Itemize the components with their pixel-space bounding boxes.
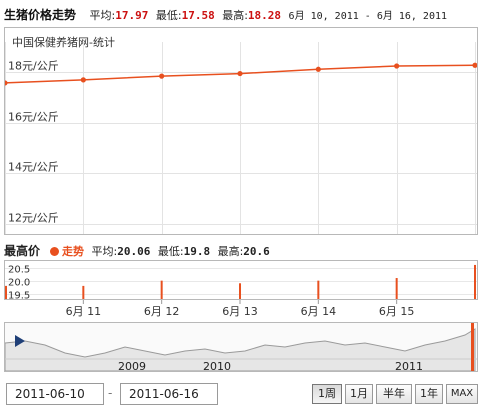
legend-dot-icon: [49, 247, 59, 256]
x-tick-label: 6月 11: [66, 305, 102, 318]
sub-max-value: 20.6: [243, 245, 270, 258]
sub-min-value: 19.8: [183, 245, 211, 258]
y-tick-label: 16元/公斤: [8, 111, 59, 124]
sub-chart-header: 最高价 走势 平均:20.06 最低:19.8 最高:20.6: [4, 242, 270, 259]
x-tick-label: 6月 14: [301, 305, 337, 318]
sub-bar-chart: 20.5 20.0 19.5: [5, 264, 477, 300]
range-1-month-button[interactable]: 1月: [345, 384, 373, 404]
max-value: 18.28: [247, 9, 282, 22]
date-range: 6月 10, 2011 - 6月 16, 2011: [288, 11, 448, 22]
data-source-label: 中国保健养猪网-统计: [12, 36, 115, 49]
range-max-button[interactable]: MAX: [446, 384, 478, 404]
price-point: [5, 80, 8, 86]
y-tick-label: 18元/公斤: [8, 60, 59, 73]
price-point: [394, 63, 400, 69]
avg-label: 平均:: [89, 9, 116, 22]
chart-header: 生猪价格走势 平均:17.97 最低:17.58 最高:18.28 6月 10,…: [4, 6, 480, 22]
sub-y-tick-label: 19.5: [8, 291, 30, 300]
min-value: 17.58: [181, 9, 215, 22]
main-line-chart: 18元/公斤 16元/公斤 14元/公斤 12元/公斤: [5, 42, 477, 234]
nav-year-2009: 2009: [118, 360, 146, 373]
y-tick-label: 14元/公斤: [8, 161, 59, 174]
nav-year-2011: 2011: [395, 360, 423, 373]
x-axis-labels: 6月 11 6月 12 6月 13 6月 14 6月 15: [66, 300, 415, 318]
x-tick-label: 6月 12: [144, 305, 180, 318]
range-1-year-button[interactable]: 1年: [415, 384, 443, 404]
max-price-bar: [5, 285, 7, 299]
main-chart-frame: [4, 27, 478, 235]
start-date-input[interactable]: 2011-06-10: [6, 383, 104, 405]
range-half-year-button[interactable]: 半年: [376, 384, 412, 404]
sub-y-tick-label: 20.0: [8, 278, 30, 289]
navigator-right-handle: [471, 323, 474, 371]
legend-label: 走势: [62, 245, 85, 258]
max-price-bar: [239, 283, 241, 299]
max-price-bar: [82, 285, 85, 299]
y-tick-label: 12元/公斤: [8, 212, 59, 225]
navigator-area: [5, 328, 476, 371]
sub-chart-title: 最高价: [4, 244, 41, 258]
sub-y-tick-label: 20.5: [8, 265, 30, 276]
sub-max-label: 最高:: [217, 245, 244, 258]
max-price-bar: [160, 280, 163, 299]
x-tick-label: 6月 15: [379, 305, 415, 318]
price-point: [80, 77, 86, 83]
sub-avg-value: 20.06: [117, 245, 151, 258]
x-tick-label: 6月 13: [222, 305, 258, 318]
sub-avg-label: 平均:: [91, 245, 118, 258]
price-point: [472, 62, 477, 68]
date-separator: -: [108, 386, 113, 400]
chart-title: 生猪价格走势: [4, 8, 77, 22]
min-label: 最低:: [155, 9, 182, 22]
max-price-bar: [317, 280, 320, 299]
price-point: [237, 70, 243, 77]
max-price-bar: [395, 278, 398, 299]
sub-chart-frame: [4, 260, 478, 300]
range-1-week-button[interactable]: 1周: [312, 384, 342, 404]
price-point: [159, 73, 165, 79]
price-point: [315, 66, 321, 72]
nav-year-2010: 2010: [203, 360, 231, 373]
max-label: 最高:: [222, 9, 248, 22]
avg-value: 17.97: [115, 9, 149, 22]
end-date-input[interactable]: 2011-06-16: [120, 383, 218, 405]
max-price-bar: [474, 264, 476, 299]
sub-min-label: 最低:: [157, 245, 184, 258]
navigator-left-handle-icon: [15, 335, 25, 347]
navigator-overview[interactable]: [5, 323, 477, 371]
